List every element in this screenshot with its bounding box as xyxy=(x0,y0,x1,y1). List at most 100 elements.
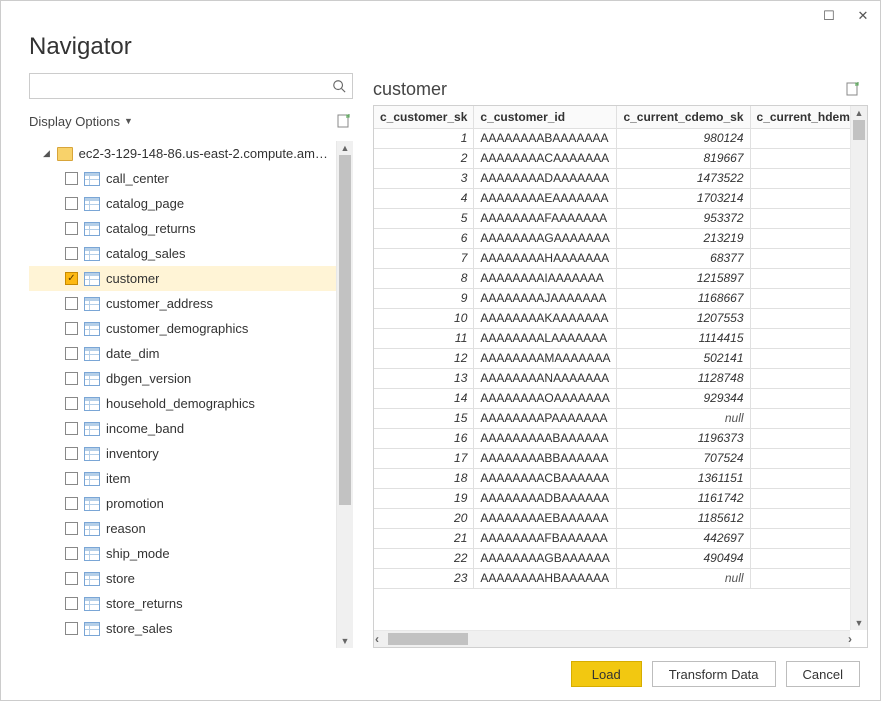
checkbox[interactable] xyxy=(65,422,78,435)
tree-root[interactable]: ◢ec2-3-129-148-86.us-east-2.compute.amaz… xyxy=(29,141,336,166)
table-row[interactable]: 19AAAAAAAADBAAAAAA116174242 xyxy=(374,488,850,508)
cell: 16 xyxy=(374,428,474,448)
table-row[interactable]: 21AAAAAAAAFBAAAAAA44269765 xyxy=(374,528,850,548)
checkbox[interactable] xyxy=(65,347,78,360)
tree-item-date-dim[interactable]: date_dim xyxy=(29,341,336,366)
tree-item-ship-mode[interactable]: ship_mode xyxy=(29,541,336,566)
table-row[interactable]: 15AAAAAAAAPAAAAAAAnull1 xyxy=(374,408,850,428)
tree-item-income-band[interactable]: income_band xyxy=(29,416,336,441)
scroll-up-icon[interactable]: ▲ xyxy=(851,106,867,120)
table-row[interactable]: 20AAAAAAAAEBAAAAAA1185612 xyxy=(374,508,850,528)
column-header[interactable]: c_customer_id xyxy=(474,106,617,128)
table-row[interactable]: 2AAAAAAAACAAAAAAA81966714 xyxy=(374,148,850,168)
checkbox[interactable] xyxy=(65,247,78,260)
column-header[interactable]: c_current_hdemo_sk xyxy=(750,106,850,128)
close-icon[interactable]: ✕ xyxy=(854,8,872,24)
display-options[interactable]: Display Options ▼ xyxy=(29,107,353,135)
cell: AAAAAAAADAAAAAAA xyxy=(474,168,617,188)
table-row[interactable]: 10AAAAAAAAKAAAAAAA120755351 xyxy=(374,308,850,328)
cell: 14 xyxy=(750,148,850,168)
checkbox[interactable] xyxy=(65,472,78,485)
cell: AAAAAAAAGAAAAAAA xyxy=(474,228,617,248)
maximize-icon[interactable]: ☐ xyxy=(820,8,838,24)
table-row[interactable]: 3AAAAAAAADAAAAAAA147352262 xyxy=(374,168,850,188)
checkbox[interactable] xyxy=(65,597,78,610)
cancel-button[interactable]: Cancel xyxy=(786,661,860,687)
table-row[interactable]: 17AAAAAAAABBAAAAAA70752438 xyxy=(374,448,850,468)
checkbox[interactable] xyxy=(65,322,78,335)
scroll-thumb[interactable] xyxy=(339,155,351,505)
tree-item-store-returns[interactable]: store_returns xyxy=(29,591,336,616)
table-row[interactable]: 23AAAAAAAAHBAAAAAAnull21 xyxy=(374,568,850,588)
table-row[interactable]: 16AAAAAAAAABAAAAAA119637330 xyxy=(374,428,850,448)
table-row[interactable]: 6AAAAAAAAGAAAAAAA21321963 xyxy=(374,228,850,248)
table-row[interactable]: 9AAAAAAAAJAAAAAAA116866714 xyxy=(374,288,850,308)
table-row[interactable]: 13AAAAAAAANAAAAAAA112874827 xyxy=(374,368,850,388)
cell: 5 xyxy=(374,208,474,228)
checkbox[interactable] xyxy=(65,272,78,285)
checkbox[interactable] xyxy=(65,522,78,535)
tree-item-reason[interactable]: reason xyxy=(29,516,336,541)
grid-hscrollbar[interactable]: ‹ › xyxy=(374,630,850,647)
column-header[interactable]: c_current_cdemo_sk xyxy=(617,106,750,128)
tree-item-item[interactable]: item xyxy=(29,466,336,491)
checkbox[interactable] xyxy=(65,497,78,510)
tree-item-customer-address[interactable]: customer_address xyxy=(29,291,336,316)
cell: 2 xyxy=(374,148,474,168)
table-row[interactable]: 1AAAAAAAABAAAAAAA98012471. xyxy=(374,128,850,148)
checkbox[interactable] xyxy=(65,622,78,635)
grid-vscrollbar[interactable]: ▲ ▼ xyxy=(850,106,867,630)
table-row[interactable]: 4AAAAAAAAEAAAAAAA170321439 xyxy=(374,188,850,208)
cell: 819667 xyxy=(617,148,750,168)
tree-item-catalog-sales[interactable]: catalog_sales xyxy=(29,241,336,266)
load-button[interactable]: Load xyxy=(571,661,642,687)
search-icon[interactable] xyxy=(326,74,352,98)
folder-icon xyxy=(57,147,73,161)
tree-item-household-demographics[interactable]: household_demographics xyxy=(29,391,336,416)
scroll-right-icon[interactable]: › xyxy=(836,631,850,647)
collapse-icon[interactable]: ◢ xyxy=(43,148,53,159)
checkbox[interactable] xyxy=(65,197,78,210)
checkbox[interactable] xyxy=(65,222,78,235)
tree-item-catalog-page[interactable]: catalog_page xyxy=(29,191,336,216)
tree-vscrollbar[interactable]: ▲ ▼ xyxy=(336,141,353,648)
checkbox[interactable] xyxy=(65,297,78,310)
table-row[interactable]: 7AAAAAAAAHAAAAAAA6837732 xyxy=(374,248,850,268)
checkbox[interactable] xyxy=(65,397,78,410)
preview-refresh-icon[interactable] xyxy=(844,80,862,98)
preview-title: customer xyxy=(373,79,447,100)
checkbox[interactable] xyxy=(65,172,78,185)
table-row[interactable]: 8AAAAAAAAIAAAAAAA121589724 xyxy=(374,268,850,288)
table-row[interactable]: 14AAAAAAAAOAAAAAAA9293448 xyxy=(374,388,850,408)
search-input[interactable] xyxy=(30,74,326,98)
table-row[interactable]: 22AAAAAAAAGBAAAAAA49049445 xyxy=(374,548,850,568)
refresh-icon[interactable] xyxy=(335,112,353,130)
tree-item-store-sales[interactable]: store_sales xyxy=(29,616,336,641)
checkbox[interactable] xyxy=(65,572,78,585)
tree-item-dbgen-version[interactable]: dbgen_version xyxy=(29,366,336,391)
scroll-down-icon[interactable]: ▼ xyxy=(851,616,867,630)
transform-data-button[interactable]: Transform Data xyxy=(652,661,776,687)
checkbox[interactable] xyxy=(65,447,78,460)
tree-item-store[interactable]: store xyxy=(29,566,336,591)
tree-item-customer-demographics[interactable]: customer_demographics xyxy=(29,316,336,341)
tree-item-catalog-returns[interactable]: catalog_returns xyxy=(29,216,336,241)
tree-item-inventory[interactable]: inventory xyxy=(29,441,336,466)
checkbox[interactable] xyxy=(65,372,78,385)
scroll-down-icon[interactable]: ▼ xyxy=(337,634,353,648)
scroll-up-icon[interactable]: ▲ xyxy=(337,141,353,155)
column-header[interactable]: c_customer_sk xyxy=(374,106,474,128)
scroll-thumb[interactable] xyxy=(388,633,468,645)
scroll-thumb[interactable] xyxy=(853,120,865,140)
checkbox[interactable] xyxy=(65,547,78,560)
cell: 6 xyxy=(374,228,474,248)
table-tree: ◢ec2-3-129-148-86.us-east-2.compute.amaz… xyxy=(29,141,336,648)
scroll-left-icon[interactable]: ‹ xyxy=(374,631,388,647)
tree-item-customer[interactable]: customer xyxy=(29,266,336,291)
tree-item-promotion[interactable]: promotion xyxy=(29,491,336,516)
table-row[interactable]: 5AAAAAAAAFAAAAAAA95337244 xyxy=(374,208,850,228)
table-row[interactable]: 12AAAAAAAAMAAAAAAA50214165 xyxy=(374,348,850,368)
tree-item-call-center[interactable]: call_center xyxy=(29,166,336,191)
table-row[interactable]: 11AAAAAAAALAAAAAAA111441568 xyxy=(374,328,850,348)
table-row[interactable]: 18AAAAAAAACBAAAAAA136115165 xyxy=(374,468,850,488)
